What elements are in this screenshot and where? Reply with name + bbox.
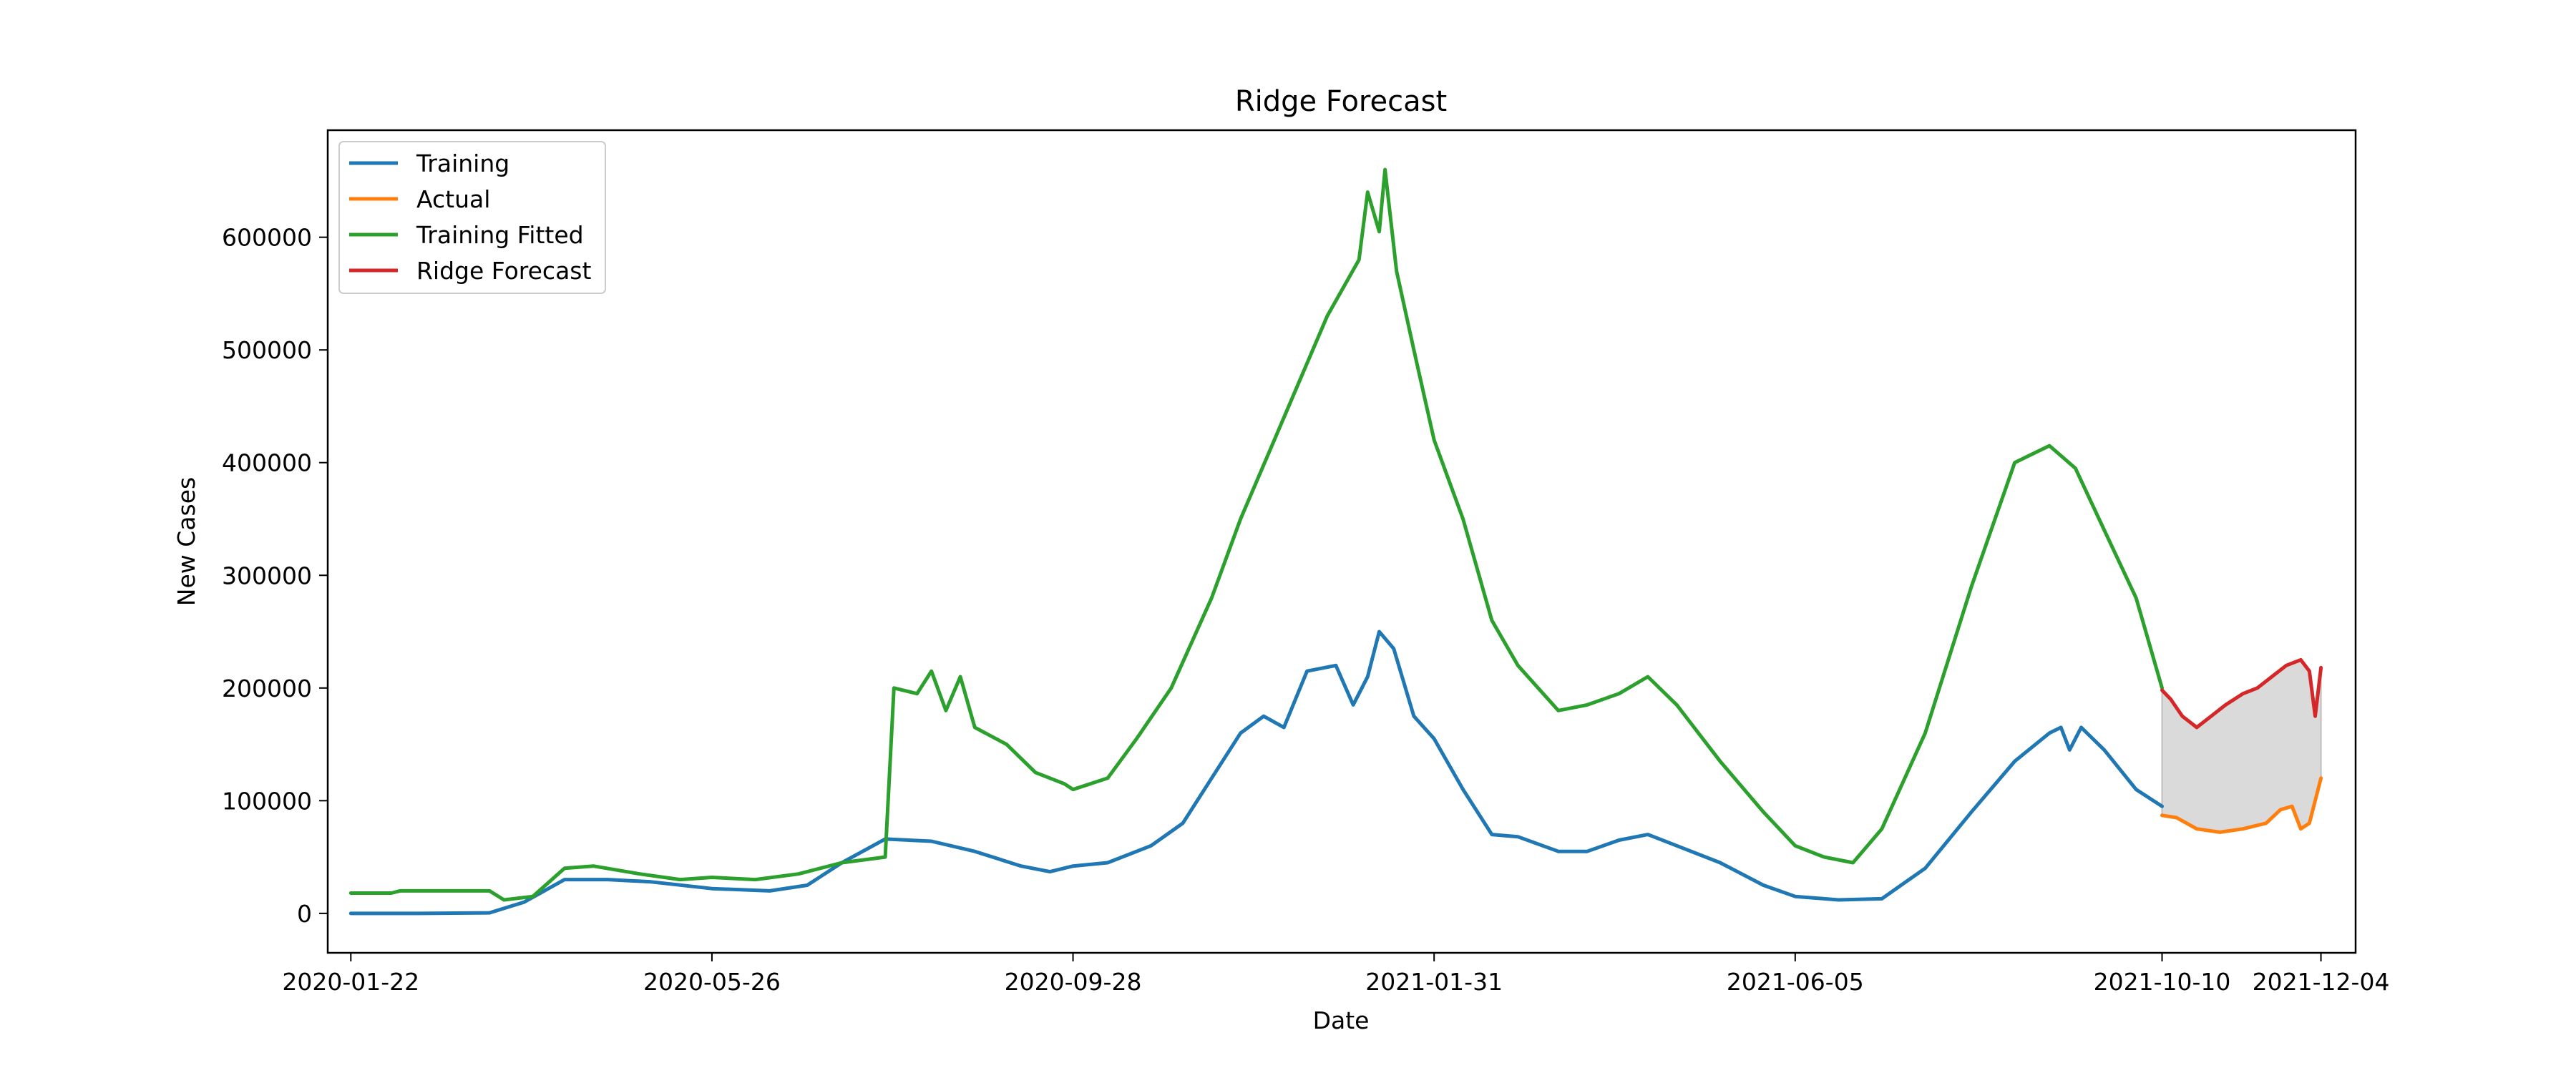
x-tick-label: 2021-12-04 <box>2253 968 2390 996</box>
y-tick-label: 500000 <box>222 336 312 364</box>
x-tick-label: 2021-06-05 <box>1727 968 1864 996</box>
x-tick-label: 2020-01-22 <box>282 968 419 996</box>
chart-title: Ridge Forecast <box>1235 85 1447 118</box>
y-tick-label: 200000 <box>222 675 312 702</box>
legend-label-actual: Actual <box>416 185 490 213</box>
y-tick-label: 300000 <box>222 562 312 589</box>
y-tick-label: 600000 <box>222 224 312 252</box>
legend-box <box>338 141 606 294</box>
y-axis-title: New Cases <box>172 477 200 606</box>
series-line-actual <box>2160 776 2323 834</box>
x-tick-label: 2021-10-10 <box>2094 968 2231 996</box>
legend-label-ridge-forecast: Ridge Forecast <box>416 257 591 285</box>
plot-area: 0 100000 200000 300000 400000 500000 600000 202… <box>222 129 2390 996</box>
y-tick-label: 0 <box>297 900 312 928</box>
y-tick-label: 400000 <box>222 449 312 477</box>
legend: Training Actual Training Fitted Ridge Forec… <box>338 141 606 294</box>
series-line-training <box>348 629 2164 916</box>
legend-label-training: Training <box>416 150 509 177</box>
series-line-ridge-forecast <box>2160 657 2323 730</box>
y-tick-label: 100000 <box>222 787 312 815</box>
x-axis-title: Date <box>1313 1006 1370 1034</box>
x-tick-label: 2020-05-26 <box>643 968 781 996</box>
series-line-training-fitted <box>348 167 2164 902</box>
legend-label-training-fitted: Training Fitted <box>416 221 584 249</box>
axes-frame <box>326 129 2357 954</box>
x-tick-label: 2020-09-28 <box>1005 968 1142 996</box>
x-tick-label: 2021-01-31 <box>1365 968 1503 996</box>
